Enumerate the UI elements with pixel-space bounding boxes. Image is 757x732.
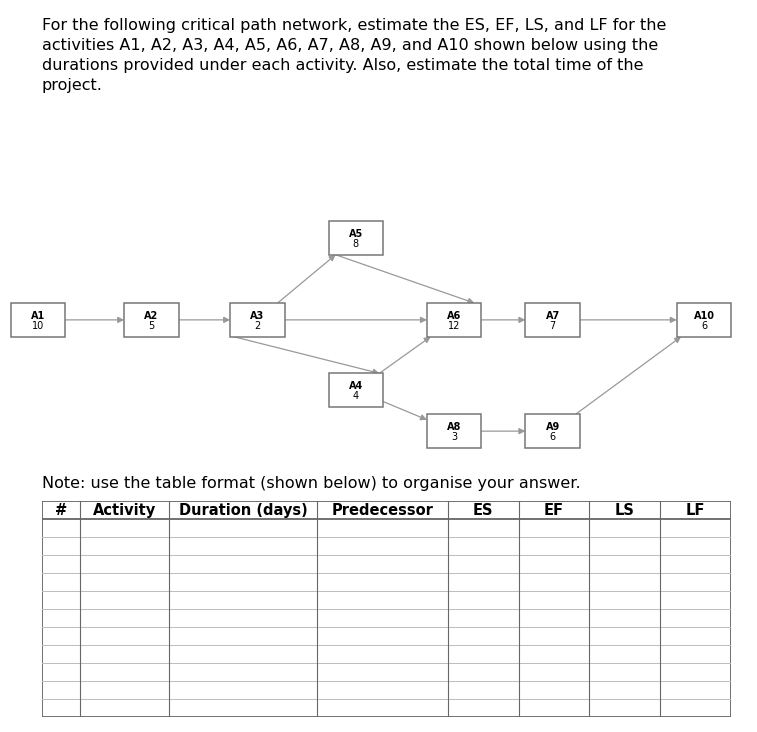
Text: 5: 5 <box>148 321 154 331</box>
FancyBboxPatch shape <box>677 303 731 337</box>
FancyBboxPatch shape <box>525 303 580 337</box>
FancyBboxPatch shape <box>427 303 481 337</box>
Text: Predecessor: Predecessor <box>332 503 434 518</box>
Text: For the following critical path network, estimate the ES, EF, LS, and LF for the: For the following critical path network,… <box>42 18 666 93</box>
Text: 4: 4 <box>353 391 359 401</box>
Text: 2: 2 <box>254 321 260 331</box>
Text: A4: A4 <box>349 381 363 391</box>
Text: A6: A6 <box>447 310 461 321</box>
Text: A8: A8 <box>447 422 461 432</box>
Text: #: # <box>55 503 67 518</box>
FancyBboxPatch shape <box>11 303 65 337</box>
Text: A1: A1 <box>31 310 45 321</box>
Text: A2: A2 <box>145 310 158 321</box>
FancyBboxPatch shape <box>329 373 383 407</box>
FancyBboxPatch shape <box>124 303 179 337</box>
Text: A10: A10 <box>693 310 715 321</box>
Text: 8: 8 <box>353 239 359 249</box>
Text: 12: 12 <box>448 321 460 331</box>
Text: A5: A5 <box>349 228 363 239</box>
Text: ES: ES <box>473 503 494 518</box>
Text: 6: 6 <box>550 432 556 442</box>
Text: A7: A7 <box>546 310 559 321</box>
FancyBboxPatch shape <box>525 414 580 448</box>
Text: LF: LF <box>686 503 705 518</box>
Text: Duration (days): Duration (days) <box>179 503 307 518</box>
Text: 10: 10 <box>32 321 44 331</box>
Text: A3: A3 <box>251 310 264 321</box>
FancyBboxPatch shape <box>230 303 285 337</box>
Text: LS: LS <box>615 503 634 518</box>
Text: Activity: Activity <box>93 503 156 518</box>
FancyBboxPatch shape <box>329 221 383 255</box>
Text: 6: 6 <box>701 321 707 331</box>
Text: Note: use the table format (shown below) to organise your answer.: Note: use the table format (shown below)… <box>42 476 581 490</box>
Text: A9: A9 <box>546 422 559 432</box>
Text: 3: 3 <box>451 432 457 442</box>
FancyBboxPatch shape <box>427 414 481 448</box>
Text: EF: EF <box>544 503 564 518</box>
Text: 7: 7 <box>550 321 556 331</box>
